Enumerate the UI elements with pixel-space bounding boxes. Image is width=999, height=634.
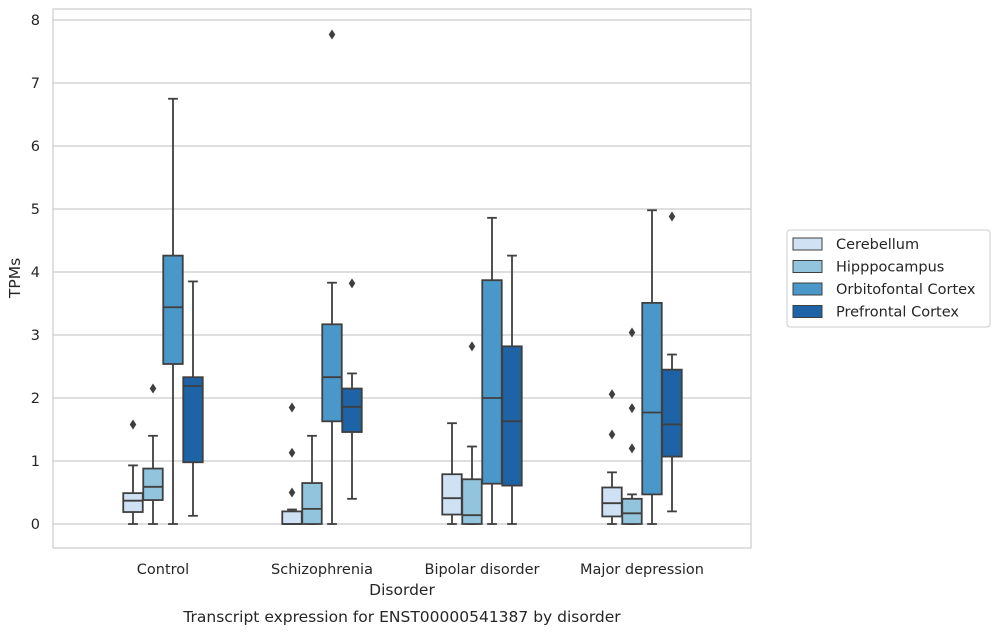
box-orbitofontal-cortex	[162, 97, 184, 525]
box-cerebellum	[441, 422, 463, 525]
boxes	[122, 29, 683, 525]
y-tick-label: 8	[31, 13, 40, 29]
x-tick-labels: Control Schizophrenia Bipolar disorder Majo…	[137, 562, 704, 578]
box-iqr	[661, 368, 683, 458]
box-iqr	[142, 467, 164, 501]
box-prefrontal-cortex	[501, 254, 523, 525]
box-iqr	[281, 510, 303, 525]
box-iqr	[162, 254, 184, 365]
box-cerebellum	[122, 419, 144, 525]
legend-label: Orbitofontal Cortex	[836, 282, 976, 298]
outlier-point	[328, 29, 336, 40]
plot-frame	[52, 8, 752, 549]
legend-swatch	[792, 305, 823, 318]
box-hipppocampus	[621, 327, 643, 525]
box-hipppocampus	[461, 341, 483, 525]
legend-label: Cerebellum	[836, 237, 919, 253]
box-orbitofontal-cortex	[641, 209, 663, 525]
box-orbitofontal-cortex	[481, 216, 503, 525]
x-tick-label: Control	[137, 562, 189, 578]
legend-swatch	[792, 282, 823, 296]
outlier-point	[288, 447, 296, 458]
outlier-point	[628, 443, 636, 454]
box-orbitofontal-cortex	[321, 29, 343, 525]
outlier-point	[129, 419, 137, 430]
x-tick-label: Major depression	[580, 562, 704, 578]
box-iqr	[341, 387, 363, 433]
legend-label: Prefrontal Cortex	[836, 305, 959, 321]
legend-swatch	[792, 237, 823, 251]
box-prefrontal-cortex	[341, 278, 363, 500]
x-tick-label: Bipolar disorder	[425, 562, 540, 578]
box-iqr	[182, 376, 204, 464]
outlier-point	[668, 211, 676, 222]
box-hipppocampus	[142, 383, 164, 525]
box-iqr	[641, 301, 663, 496]
box-iqr	[601, 486, 623, 518]
x-axis-label: Disorder	[369, 581, 435, 599]
outlier-point	[288, 402, 296, 413]
y-tick-label: 2	[31, 391, 40, 407]
box-iqr	[501, 345, 523, 487]
legend-swatch	[792, 260, 823, 273]
box-iqr	[122, 492, 144, 513]
y-axis-label: TPMs	[6, 258, 24, 299]
legend: Cerebellum Hipppocampus Orbitofontal Corte…	[786, 229, 991, 328]
outlier-point	[149, 383, 157, 394]
y-tick-label: 4	[31, 265, 40, 281]
chart-title: Transcript expression for ENST0000054138…	[182, 608, 621, 626]
outlier-point	[468, 341, 476, 352]
box-iqr	[461, 478, 483, 525]
y-tick-label: 3	[31, 328, 40, 344]
x-tick-label: Schizophrenia	[271, 562, 373, 578]
y-tick-label: 6	[31, 139, 40, 155]
box-cerebellum	[281, 402, 303, 525]
box-iqr	[301, 482, 323, 525]
outlier-point	[288, 487, 296, 498]
y-tick-label: 0	[31, 517, 40, 533]
outlier-point	[608, 389, 616, 400]
box-prefrontal-cortex	[182, 280, 204, 517]
outlier-point	[628, 403, 636, 414]
outlier-point	[628, 327, 636, 338]
outlier-point	[348, 278, 356, 289]
y-tick-label: 1	[31, 454, 40, 470]
legend-label: Hipppocampus	[836, 260, 944, 276]
outlier-point	[608, 429, 616, 440]
box-hipppocampus	[301, 434, 323, 525]
box-iqr	[441, 473, 463, 516]
y-tick-labels: 0 1 2 3 4 5 6 7 8	[31, 13, 40, 533]
box-iqr	[481, 279, 503, 485]
box-prefrontal-cortex	[661, 211, 683, 513]
box-iqr	[321, 323, 343, 423]
legend-frame	[786, 229, 991, 328]
y-tick-label: 7	[31, 76, 40, 92]
y-tick-label: 5	[31, 202, 40, 218]
box-iqr	[621, 497, 643, 525]
